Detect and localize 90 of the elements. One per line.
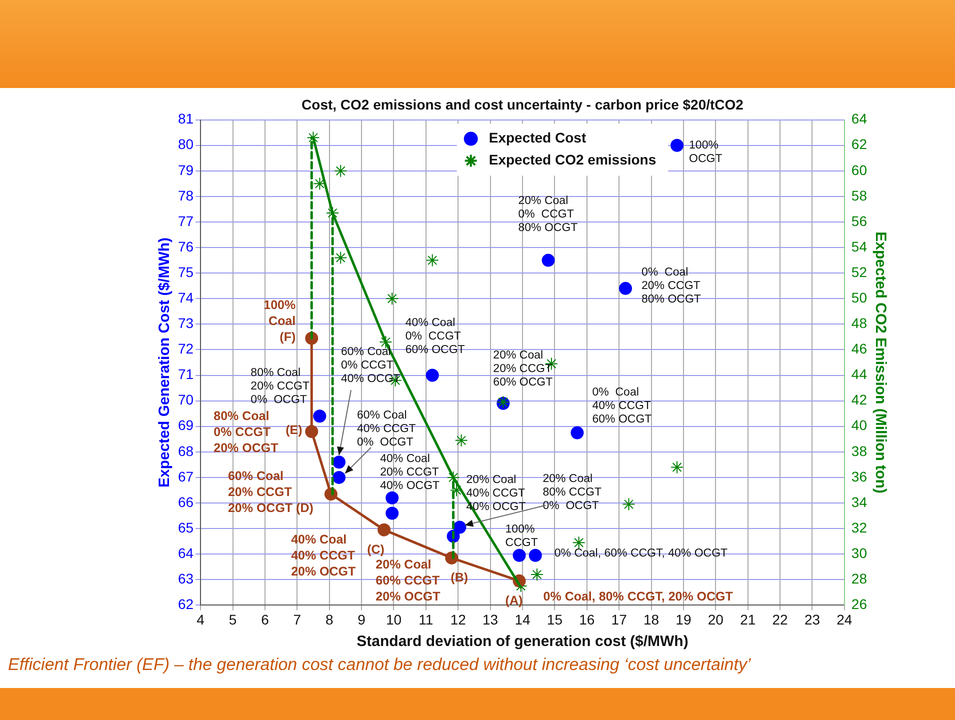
y2-tick-label: 28 bbox=[851, 570, 868, 587]
x-tick-label: 19 bbox=[676, 611, 692, 628]
y-tick-label: 79 bbox=[178, 162, 194, 178]
y-tick-label: 64 bbox=[178, 544, 194, 561]
x-tick-label: 8 bbox=[325, 611, 334, 628]
x-tick-label: 14 bbox=[514, 611, 530, 628]
annotation: 60% Coal 40% CCGT 0% OCGT bbox=[357, 409, 416, 448]
annotation: 0% Coal 20% CCGT 80% OCGT bbox=[642, 266, 701, 306]
y2-tick-label: 36 bbox=[851, 468, 868, 484]
y-tick-label: 66 bbox=[178, 494, 194, 510]
annotation: 20% Coal 0% CCGT 80% OCGT bbox=[518, 195, 578, 234]
x-tick-label: 20 bbox=[708, 611, 724, 628]
x-tick-label: 5 bbox=[228, 611, 237, 628]
annotation: 20% Coal 80% CCGT 0% OCGT bbox=[542, 473, 602, 512]
x-tick-label: 24 bbox=[836, 611, 852, 628]
y-axis-title: Expected Generation Cost ($/MWh) bbox=[156, 237, 174, 488]
x-axis-title: Standard deviation of generation cost ($/MWh) bbox=[356, 633, 688, 650]
y2-tick-label: 62 bbox=[851, 136, 868, 152]
text: Efficient Frontier (EF) – the generation cost cannot be reduced without increasing ‘cost uncertainty’ bbox=[8, 655, 752, 675]
y-tick-label: 76 bbox=[178, 238, 194, 254]
y-tick-label: 70 bbox=[178, 392, 194, 408]
y2-axis-title: Expected CO2 Emission (Million ton) bbox=[872, 232, 889, 494]
x-tick-label: 17 bbox=[611, 611, 628, 628]
y2-tick-label: 56 bbox=[851, 212, 868, 229]
y2-tick-label: 52 bbox=[851, 264, 868, 280]
y-tick-label: 65 bbox=[178, 519, 194, 536]
x-tick-label: 22 bbox=[772, 611, 788, 628]
y2-tick-label: 46 bbox=[851, 340, 868, 357]
x-tick-label: 6 bbox=[261, 611, 270, 628]
y2-tick-label: 26 bbox=[851, 596, 868, 612]
y-tick-label: 80 bbox=[178, 136, 194, 152]
x-tick-label: 4 bbox=[196, 611, 205, 628]
legend-label: Expected Cost bbox=[488, 130, 586, 146]
annotation: 60% Coal 20% CCGT 20% OCGT (D) bbox=[228, 468, 314, 515]
annotation: 0% Coal 40% CCGT 60% OCGT bbox=[592, 386, 652, 426]
y2-tick-label: 58 bbox=[851, 187, 868, 204]
y-tick-label: 63 bbox=[178, 570, 194, 587]
y2-tick-label: 38 bbox=[851, 442, 868, 459]
annotation: 0% Coal, 60% CCGT, 40% OCGT bbox=[554, 547, 728, 560]
y2-tick-label: 44 bbox=[851, 366, 868, 382]
x-tick-label: 12 bbox=[450, 611, 466, 628]
annotation: 100% Coal (F) bbox=[264, 298, 296, 344]
annotation: (A) bbox=[505, 594, 523, 608]
x-tick-label: 11 bbox=[418, 611, 434, 628]
x-tick-label: 9 bbox=[358, 611, 366, 628]
annotation: 40% Coal 20% CCGT 40% OCGT bbox=[380, 452, 440, 492]
y2-tick-label: 40 bbox=[851, 417, 868, 434]
y2-tick-label: 64 bbox=[851, 110, 868, 127]
annotation: 40% Coal 40% CCGT 20% OCGT bbox=[291, 532, 356, 579]
y2-tick-label: 48 bbox=[851, 315, 868, 332]
x-tick-label: 10 bbox=[386, 611, 402, 628]
y-tick-label: 73 bbox=[178, 315, 194, 332]
annotation: 40% Coal 0% CCGT 60% OCGT bbox=[405, 317, 465, 356]
x-tick-label: 7 bbox=[293, 611, 302, 628]
y-tick-label: 75 bbox=[178, 264, 194, 280]
x-tick-label: 21 bbox=[740, 611, 756, 628]
y2-tick-label: 30 bbox=[851, 544, 868, 561]
y2-tick-label: 54 bbox=[851, 238, 868, 254]
chart-title: Cost, CO2 emissions and cost uncertainty - carbon price $20/tCO2 bbox=[302, 96, 744, 112]
annotation: 80% Coal 20% CCGT 0% OCGT bbox=[250, 367, 310, 406]
y-tick-label: 71 bbox=[178, 366, 194, 382]
y-tick-label: 78 bbox=[178, 187, 194, 204]
y2-tick-label: 60 bbox=[851, 162, 868, 178]
x-tick-label: 15 bbox=[546, 611, 563, 628]
y-tick-label: 74 bbox=[178, 289, 194, 306]
x-tick-label: 13 bbox=[482, 611, 498, 628]
annotation: 20% Coal 20% CCGT 60% OCGT bbox=[493, 349, 553, 388]
y-tick-label: 67 bbox=[178, 468, 194, 484]
annotation: 100% OCGT bbox=[689, 139, 722, 165]
y-tick-label: 77 bbox=[178, 212, 194, 229]
annotation: (B) bbox=[450, 570, 468, 585]
y-tick-label: 68 bbox=[178, 442, 194, 459]
x-tick-label: 16 bbox=[579, 611, 595, 628]
y2-tick-label: 32 bbox=[851, 519, 868, 536]
annotation: (C) bbox=[367, 542, 384, 557]
annotation: (E) bbox=[286, 423, 302, 438]
y2-tick-label: 34 bbox=[851, 494, 868, 510]
x-tick-label: 23 bbox=[804, 611, 820, 628]
legend-label: Expected CO2 emissions bbox=[488, 152, 656, 168]
annotation: 80% Coal 0% CCGT 20% OCGT bbox=[214, 409, 279, 456]
y-tick-label: 69 bbox=[178, 417, 194, 434]
y-tick-label: 72 bbox=[178, 340, 194, 357]
annotation: 100% CCGT bbox=[505, 523, 538, 549]
y2-tick-label: 42 bbox=[851, 392, 868, 408]
y2-tick-label: 50 bbox=[851, 289, 868, 306]
x-tick-label: 18 bbox=[643, 611, 660, 628]
y-tick-label: 62 bbox=[178, 596, 194, 612]
annotation: 20% Coal 60% CCGT 20% OCGT bbox=[376, 558, 441, 604]
y-tick-label: 81 bbox=[178, 110, 194, 127]
annotation: 0% Coal, 80% CCGT, 20% OCGT bbox=[543, 590, 734, 604]
